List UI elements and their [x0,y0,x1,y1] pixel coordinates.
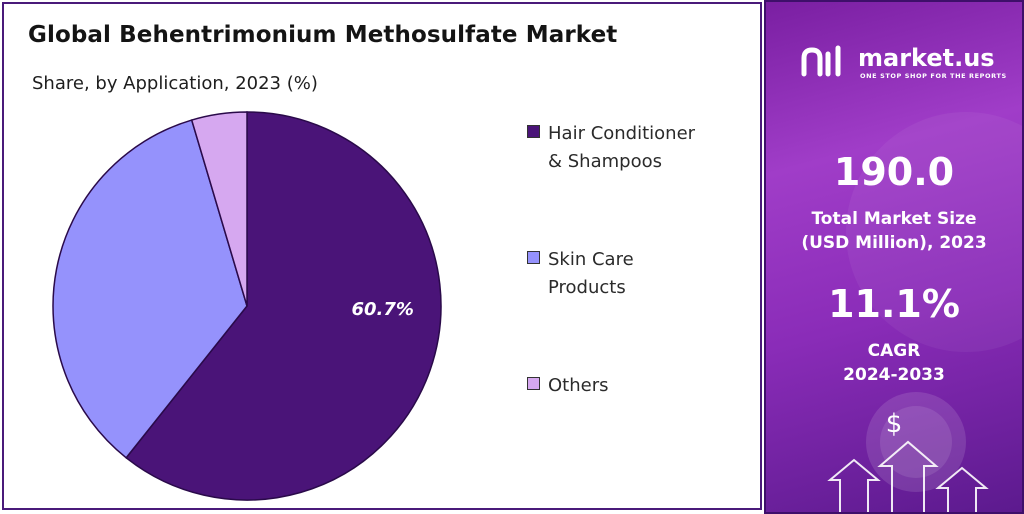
legend-swatch-skin-care [527,251,540,264]
pie-chart: 60.7% [52,111,442,501]
market-size-label-line2: (USD Million), 2023 [801,233,987,253]
market-us-logo-icon [801,45,841,77]
pie-slice-1 [52,119,248,459]
legend-label-hair-conditioner: Hair Conditioner & Shampoos [548,123,696,172]
cagr-period: 2024-2033 [843,365,945,385]
pie-slice-2 [190,111,248,307]
stats-panel: market.us ONE STOP SHOP FOR THE REPORTS … [764,0,1024,514]
growth-arrows-icon [827,440,989,512]
chart-subtitle: Share, by Application, 2023 (%) [32,73,318,94]
market-size-label-line1: Total Market Size [811,209,977,229]
pie-slice-0 [125,111,442,501]
background-decoration [827,112,1022,512]
legend-swatch-hair-conditioner [527,125,540,138]
dollar-icon: $ [885,409,903,439]
brand-tagline: ONE STOP SHOP FOR THE REPORTS [860,72,1007,80]
pie-data-label-0: 60.7% [352,299,414,320]
legend-label-skin-care: Skin Care Products [548,249,634,298]
brand-name: market.us [858,44,995,72]
chart-title: Global Behentrimonium Methosulfate Marke… [28,22,618,48]
cagr-label: CAGR [867,341,921,361]
legend-swatch-others [527,377,540,390]
market-size-value: 190.0 [833,150,955,194]
legend-label-others: Others [548,375,609,396]
cagr-value: 11.1% [828,282,960,326]
brand-logo: market.us ONE STOP SHOP FOR THE REPORTS [798,44,1006,84]
